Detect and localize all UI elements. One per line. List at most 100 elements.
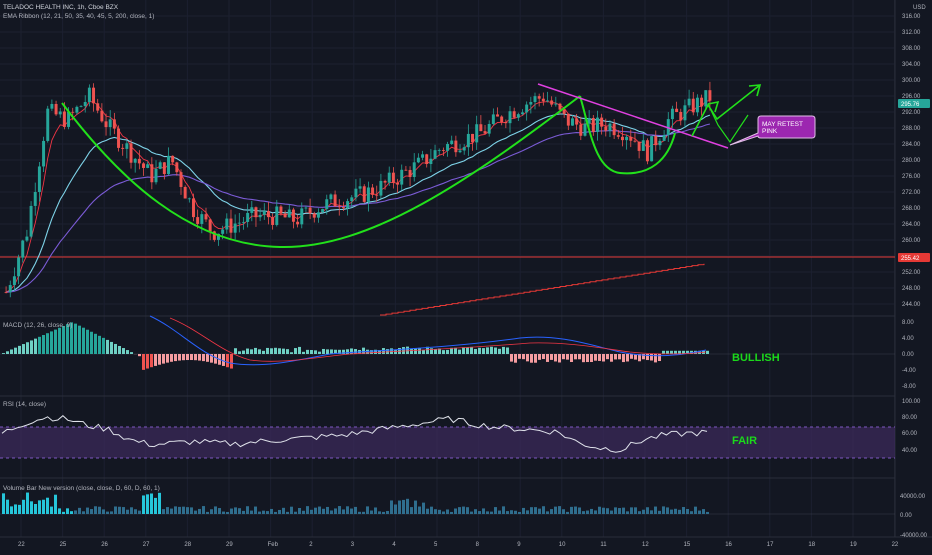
price-axis[interactable]: 316.00312.00308.00304.00300.00296.00292.…	[902, 14, 921, 308]
time-tick: 15	[684, 542, 691, 548]
candle-body	[663, 135, 666, 141]
price-tick: 252.00	[902, 270, 921, 276]
macd-bar	[86, 330, 89, 354]
candle-body	[688, 99, 691, 106]
volume-bar	[330, 510, 333, 514]
candle-body	[342, 207, 345, 208]
volume-bar	[70, 511, 73, 514]
candle-body	[196, 217, 199, 224]
ema-legend[interactable]: EMA Ribbon (12, 21, 50, 35, 40, 45, 5, 2…	[3, 13, 154, 20]
time-tick: 19	[850, 542, 857, 548]
candle-body	[92, 88, 95, 104]
macd-bar	[570, 354, 573, 362]
macd-bar	[170, 354, 173, 362]
macd-bar	[382, 348, 385, 354]
candle-body	[571, 118, 574, 125]
price-tick: 244.00	[902, 302, 921, 308]
volume-bar	[266, 511, 269, 514]
volume-bar	[678, 510, 681, 514]
volume-bar	[34, 504, 37, 514]
macd-tick: -4.00	[902, 368, 916, 374]
candle-body	[367, 187, 370, 201]
macd-bar	[110, 342, 113, 354]
volume-bar	[670, 510, 673, 514]
candle-body	[679, 112, 682, 120]
handle-curve[interactable]	[580, 96, 675, 173]
candle-body	[309, 208, 312, 214]
volume-bar	[514, 511, 517, 514]
rsi-tick: 100.00	[902, 399, 921, 405]
volume-bar	[2, 493, 5, 514]
macd-bar	[246, 349, 249, 354]
macd-bar	[470, 347, 473, 354]
macd-bar	[422, 350, 425, 354]
candle-body	[529, 102, 532, 105]
macd-bar	[662, 351, 665, 354]
volume-bar	[342, 509, 345, 514]
volume-bar	[278, 510, 281, 514]
macd-bar	[206, 354, 209, 362]
volume-bar	[650, 510, 653, 514]
candle-body	[646, 140, 649, 161]
volume-bar	[258, 512, 261, 514]
macd-bar	[534, 354, 537, 363]
candles	[5, 82, 712, 297]
volume-bar	[390, 500, 393, 514]
macd-bar	[90, 332, 93, 354]
candle-body	[334, 194, 337, 206]
candle-body	[396, 183, 399, 185]
macd-bar	[526, 354, 529, 361]
volume-bar	[198, 509, 201, 514]
macd-bar	[82, 328, 85, 354]
rsi-legend[interactable]: RSI (14, close)	[3, 401, 46, 408]
volume-bar	[290, 507, 293, 514]
candle-body	[521, 112, 524, 114]
candle-body	[600, 118, 603, 127]
volume-bar	[558, 506, 561, 514]
symbol-title[interactable]: TELADOC HEALTH INC, 1h, Cboe BZX	[3, 4, 119, 11]
volume-bar	[626, 511, 629, 514]
volume-bar	[142, 495, 145, 514]
candle-body	[209, 219, 212, 231]
candle-body	[296, 222, 299, 225]
macd-bar	[666, 351, 669, 354]
candle-body	[375, 195, 378, 196]
candle-body	[188, 198, 191, 199]
macd-bar	[610, 354, 613, 362]
volume-bar	[22, 500, 25, 514]
macd-bar	[270, 348, 273, 354]
volume-bar	[458, 507, 461, 514]
candle-body	[271, 217, 274, 225]
volume-bar	[382, 512, 385, 514]
price-tick: 304.00	[902, 62, 921, 68]
volume-bar	[374, 507, 377, 514]
time-tick: 22	[18, 542, 25, 548]
volume-bar	[546, 511, 549, 514]
candle-body	[229, 219, 232, 233]
volume-bar	[14, 504, 17, 514]
macd-bar	[318, 352, 321, 354]
candle-body	[504, 122, 507, 123]
volume-bar	[506, 511, 509, 514]
volume-bar	[98, 507, 101, 514]
macd-legend[interactable]: MACD (12, 26, close, 9)	[3, 322, 72, 329]
volume-bar	[190, 507, 193, 514]
macd-bar	[454, 348, 457, 354]
volume-axis: 40000.000.00-40000.00	[900, 494, 928, 539]
volume-bar	[414, 501, 417, 514]
price-tick: 268.00	[902, 206, 921, 212]
volume-bar	[158, 493, 161, 514]
candle-body	[517, 114, 520, 118]
volume-legend[interactable]: Volume Bar New version (close, close, D,…	[3, 485, 160, 492]
candle-body	[221, 230, 224, 234]
volume-bar	[610, 511, 613, 514]
last-price-label: 295.76	[901, 102, 920, 108]
candle-body	[34, 192, 37, 206]
downtrend-line[interactable]	[538, 84, 728, 148]
volume-bar	[598, 507, 601, 514]
volume-bar	[254, 507, 257, 514]
